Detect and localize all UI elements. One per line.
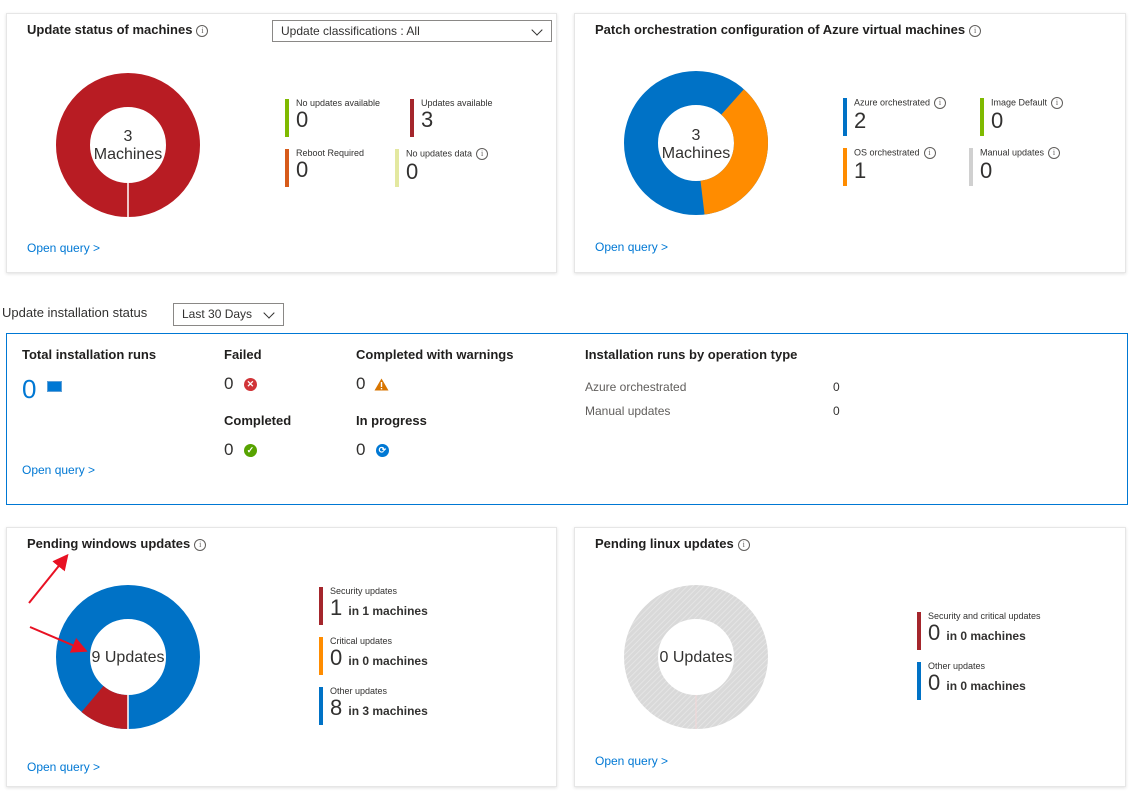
patch-orchestration-card: Patch orchestration configuration of Azu…	[574, 13, 1126, 273]
success-check-icon: ✓	[243, 444, 257, 458]
legend-image-default[interactable]: Image Default i 0	[980, 97, 1064, 136]
pending-linux-card: Pending linux updates i 0 Updates Securit…	[574, 527, 1126, 787]
legend-updates-available[interactable]: Updates available 3	[410, 98, 493, 137]
legend-no-updates-data[interactable]: No updates data i 0	[395, 148, 489, 187]
in-progress-value: 0 ⟳	[356, 440, 389, 460]
info-icon[interactable]: i	[1048, 147, 1061, 159]
info-icon[interactable]: i	[969, 24, 982, 37]
installation-section-label: Update installation status	[2, 305, 148, 320]
by-type-manual-updates-value: 0	[833, 404, 840, 418]
pending-windows-card: Pending windows updates i 9 Updates Secur…	[6, 527, 557, 787]
warnings-value: 0	[356, 374, 389, 394]
patch-orchestration-title: Patch orchestration configuration of Azu…	[595, 22, 982, 37]
update-status-title: Update status of machines i	[27, 22, 209, 37]
info-icon[interactable]: i	[476, 148, 489, 160]
open-query-link[interactable]: Open query >	[22, 463, 96, 477]
by-type-azure-orchestrated-label: Azure orchestrated	[585, 380, 687, 394]
installation-status-panel: Total installation runs 0 Failed 0 ✕ Com…	[6, 333, 1128, 505]
open-query-link[interactable]: Open query >	[595, 240, 669, 254]
monitor-icon	[46, 381, 62, 392]
open-query-link[interactable]: Open query >	[27, 241, 101, 255]
pending-linux-donut-label: 0 Updates	[659, 649, 733, 666]
legend-security-updates[interactable]: Security updates 1 in 1 machines	[319, 586, 428, 625]
pending-windows-donut	[56, 585, 200, 729]
failed-label: Failed	[224, 347, 262, 362]
legend-security-critical-updates[interactable]: Security and critical updates 0 in 0 mac…	[917, 611, 1041, 650]
legend-other-updates[interactable]: Other updates 8 in 3 machines	[319, 686, 428, 725]
legend-azure-orchestrated[interactable]: Azure orchestrated i 2	[843, 97, 947, 136]
legend-reboot-required[interactable]: Reboot Required 0	[285, 148, 364, 187]
info-icon[interactable]: i	[196, 24, 209, 37]
update-classifications-select[interactable]: Update classifications : All	[272, 20, 552, 42]
pending-windows-donut-label: 9 Updates	[91, 649, 165, 666]
pending-linux-donut	[624, 585, 768, 729]
completed-value: 0 ✓	[224, 440, 257, 460]
legend-other-updates[interactable]: Other updates 0 in 0 machines	[917, 661, 1026, 700]
in-progress-label: In progress	[356, 413, 427, 428]
legend-os-orchestrated[interactable]: OS orchestrated i 1	[843, 147, 936, 186]
update-status-card: Update status of machines i Update classi…	[6, 13, 557, 273]
total-runs-label: Total installation runs	[22, 347, 157, 362]
chevron-down-icon	[263, 307, 275, 319]
completed-label: Completed	[224, 413, 292, 428]
error-icon: ✕	[243, 378, 257, 392]
info-icon[interactable]: i	[1051, 97, 1064, 109]
warning-icon	[374, 378, 389, 391]
date-range-select[interactable]: Last 30 Days	[173, 303, 284, 326]
by-type-manual-updates-label: Manual updates	[585, 404, 671, 418]
update-status-donut-label: 3 Machines	[93, 128, 163, 163]
open-query-link[interactable]: Open query >	[27, 760, 101, 774]
by-type-azure-orchestrated-value: 0	[833, 380, 840, 394]
legend-critical-updates[interactable]: Critical updates 0 in 0 machines	[319, 636, 428, 675]
chevron-down-icon	[531, 24, 543, 36]
sync-icon: ⟳	[375, 444, 389, 458]
legend-no-updates-available[interactable]: No updates available 0	[285, 98, 380, 137]
patch-orchestration-donut-label: 3 Machines	[661, 127, 731, 162]
info-icon[interactable]: i	[923, 147, 936, 159]
info-icon[interactable]: i	[737, 538, 750, 551]
patch-orchestration-donut	[624, 71, 768, 215]
update-status-donut	[56, 73, 200, 217]
open-query-link[interactable]: Open query >	[595, 754, 669, 768]
pending-linux-title: Pending linux updates i	[595, 536, 750, 551]
pending-windows-title: Pending windows updates i	[27, 536, 207, 551]
legend-manual-updates[interactable]: Manual updates i 0	[969, 147, 1061, 186]
runs-by-type-label: Installation runs by operation type	[585, 347, 798, 362]
failed-value: 0 ✕	[224, 374, 257, 394]
warnings-label: Completed with warnings	[356, 347, 514, 362]
info-icon[interactable]: i	[194, 538, 207, 551]
info-icon[interactable]: i	[934, 97, 947, 109]
total-runs-value: 0	[22, 374, 62, 405]
